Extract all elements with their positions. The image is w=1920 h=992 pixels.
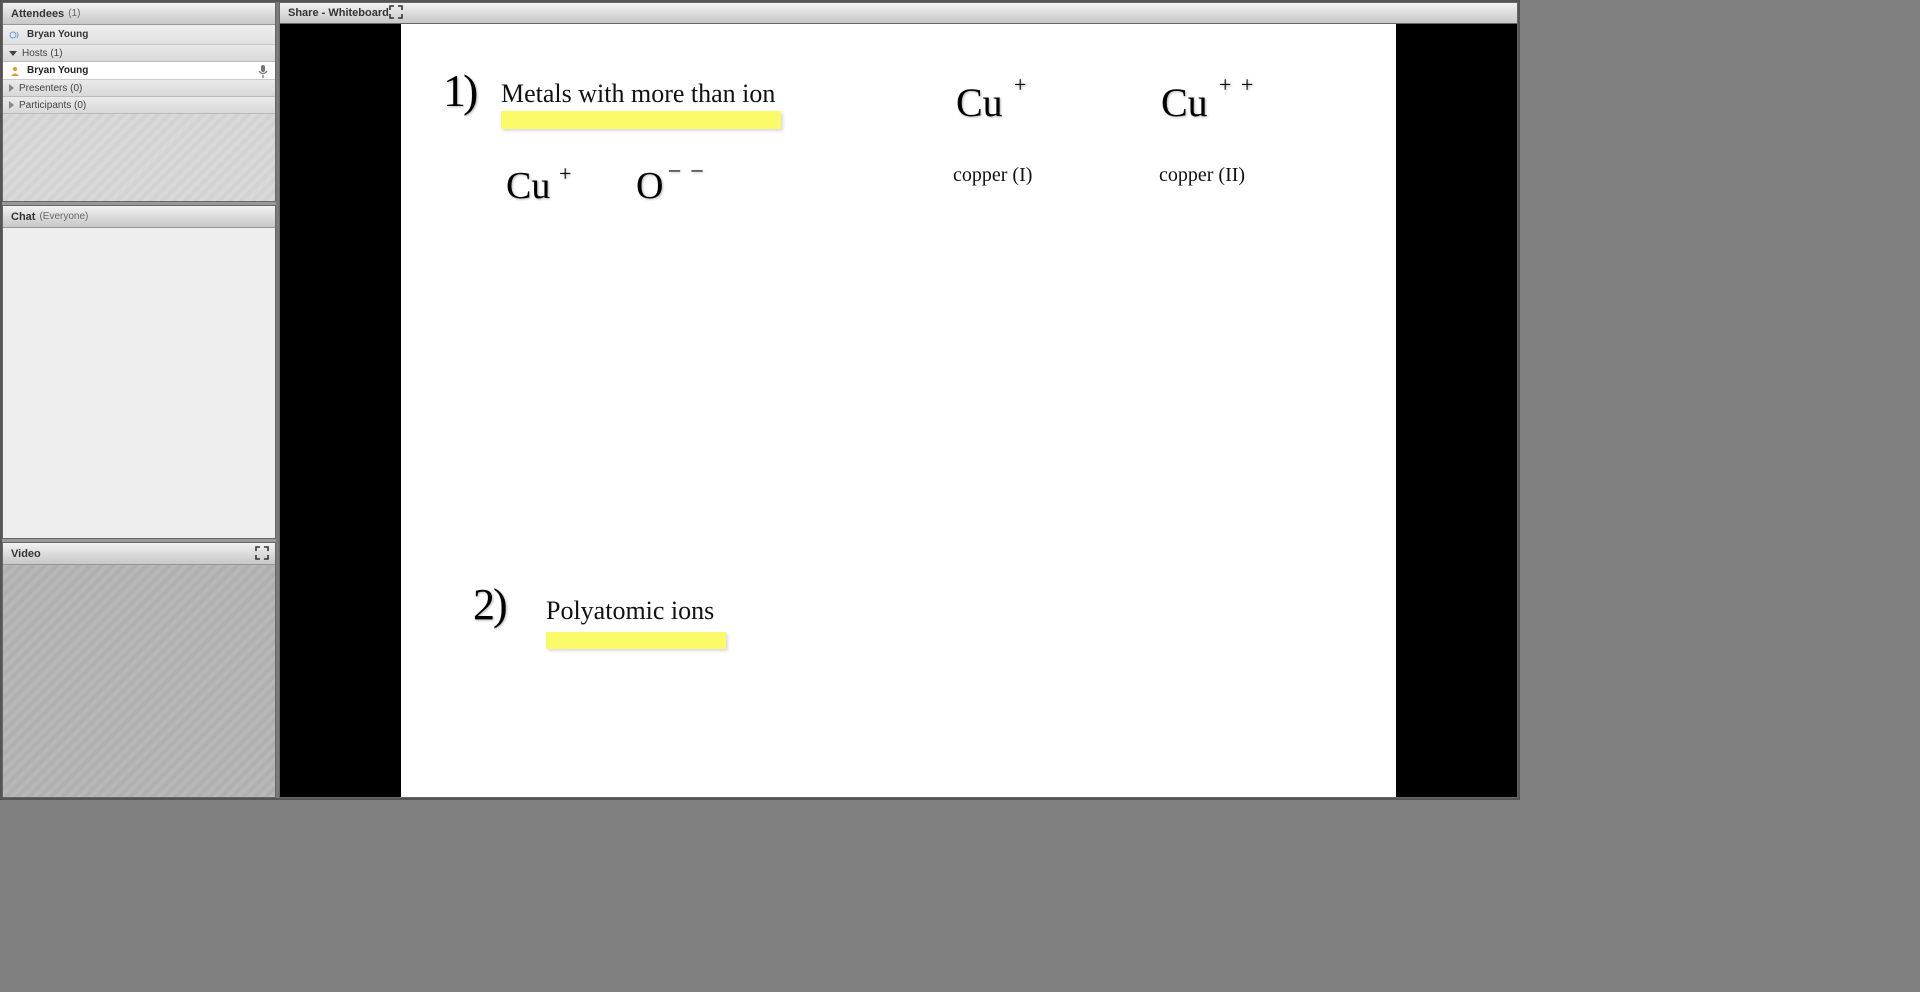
share-body: 1) Metals with more than ion Cu + O – – … (279, 24, 1518, 798)
handwriting-cu-plus: Cu (506, 164, 550, 208)
handwriting-o-minus-sup: – – (669, 156, 706, 182)
heading-1: Metals with more than ion (501, 79, 775, 109)
heading-2: Polyatomic ions (546, 596, 714, 626)
participants-group-row[interactable]: Participants (0) (3, 97, 275, 114)
handwriting-cu1-sup: + (1014, 72, 1026, 98)
highlight-stroke (501, 111, 781, 129)
chevron-down-icon (9, 51, 17, 56)
host-entry-row[interactable]: Bryan Young (3, 62, 275, 80)
video-body[interactable] (3, 565, 275, 797)
list-number-2: 2) (473, 579, 506, 630)
attendees-header[interactable]: Attendees (1) (3, 3, 275, 25)
video-header[interactable]: Video (3, 543, 275, 565)
handwriting-cu1: Cu (956, 79, 1003, 126)
attendees-title: Attendees (11, 8, 64, 20)
handwriting-cu-plus-sup: + (559, 161, 571, 187)
fullscreen-icon[interactable] (255, 546, 269, 560)
chat-scope: (Everyone) (39, 211, 88, 222)
hosts-label: Hosts (1) (22, 48, 63, 59)
presenters-group-row[interactable]: Presenters (0) (3, 80, 275, 97)
video-panel: Video (2, 542, 276, 798)
fullscreen-icon[interactable] (389, 5, 403, 22)
highlight-stroke (546, 632, 726, 649)
host-icon (9, 65, 21, 77)
label-copper-1: copper (I) (953, 164, 1032, 187)
share-header[interactable]: Share - Whiteboard (279, 2, 1518, 24)
attendee-self-row[interactable]: Bryan Young (3, 25, 275, 45)
microphone-icon[interactable] (257, 64, 269, 78)
handwriting-cu2-sup: + + (1219, 72, 1255, 98)
left-column: Attendees (1) Bryan Young Hosts (1) Brya… (2, 2, 279, 798)
share-panel: Share - Whiteboard 1) Metals with more t… (279, 2, 1518, 798)
chevron-right-icon (9, 101, 14, 109)
attendees-count: (1) (68, 8, 80, 19)
video-title: Video (11, 548, 41, 560)
speaker-icon (9, 29, 21, 41)
handwriting-o-minus: O (636, 164, 663, 208)
handwriting-cu2: Cu (1161, 79, 1208, 126)
presenters-label: Presenters (0) (19, 83, 82, 94)
chat-title: Chat (11, 211, 35, 223)
participants-label: Participants (0) (19, 100, 86, 111)
attendees-empty-area (3, 114, 275, 201)
app-root: Attendees (1) Bryan Young Hosts (1) Brya… (0, 0, 1520, 800)
list-number-1: 1) (443, 64, 475, 117)
chevron-right-icon (9, 84, 14, 92)
chat-body[interactable] (3, 228, 275, 538)
share-title: Share - Whiteboard (288, 7, 389, 19)
attendees-panel: Attendees (1) Bryan Young Hosts (1) Brya… (2, 2, 276, 202)
whiteboard-canvas[interactable]: 1) Metals with more than ion Cu + O – – … (401, 24, 1396, 797)
host-name: Bryan Young (27, 65, 88, 76)
chat-header[interactable]: Chat (Everyone) (3, 206, 275, 228)
label-copper-2: copper (II) (1159, 164, 1245, 187)
chat-panel: Chat (Everyone) (2, 205, 276, 539)
attendee-self-name: Bryan Young (27, 29, 88, 40)
hosts-group-row[interactable]: Hosts (1) (3, 45, 275, 62)
